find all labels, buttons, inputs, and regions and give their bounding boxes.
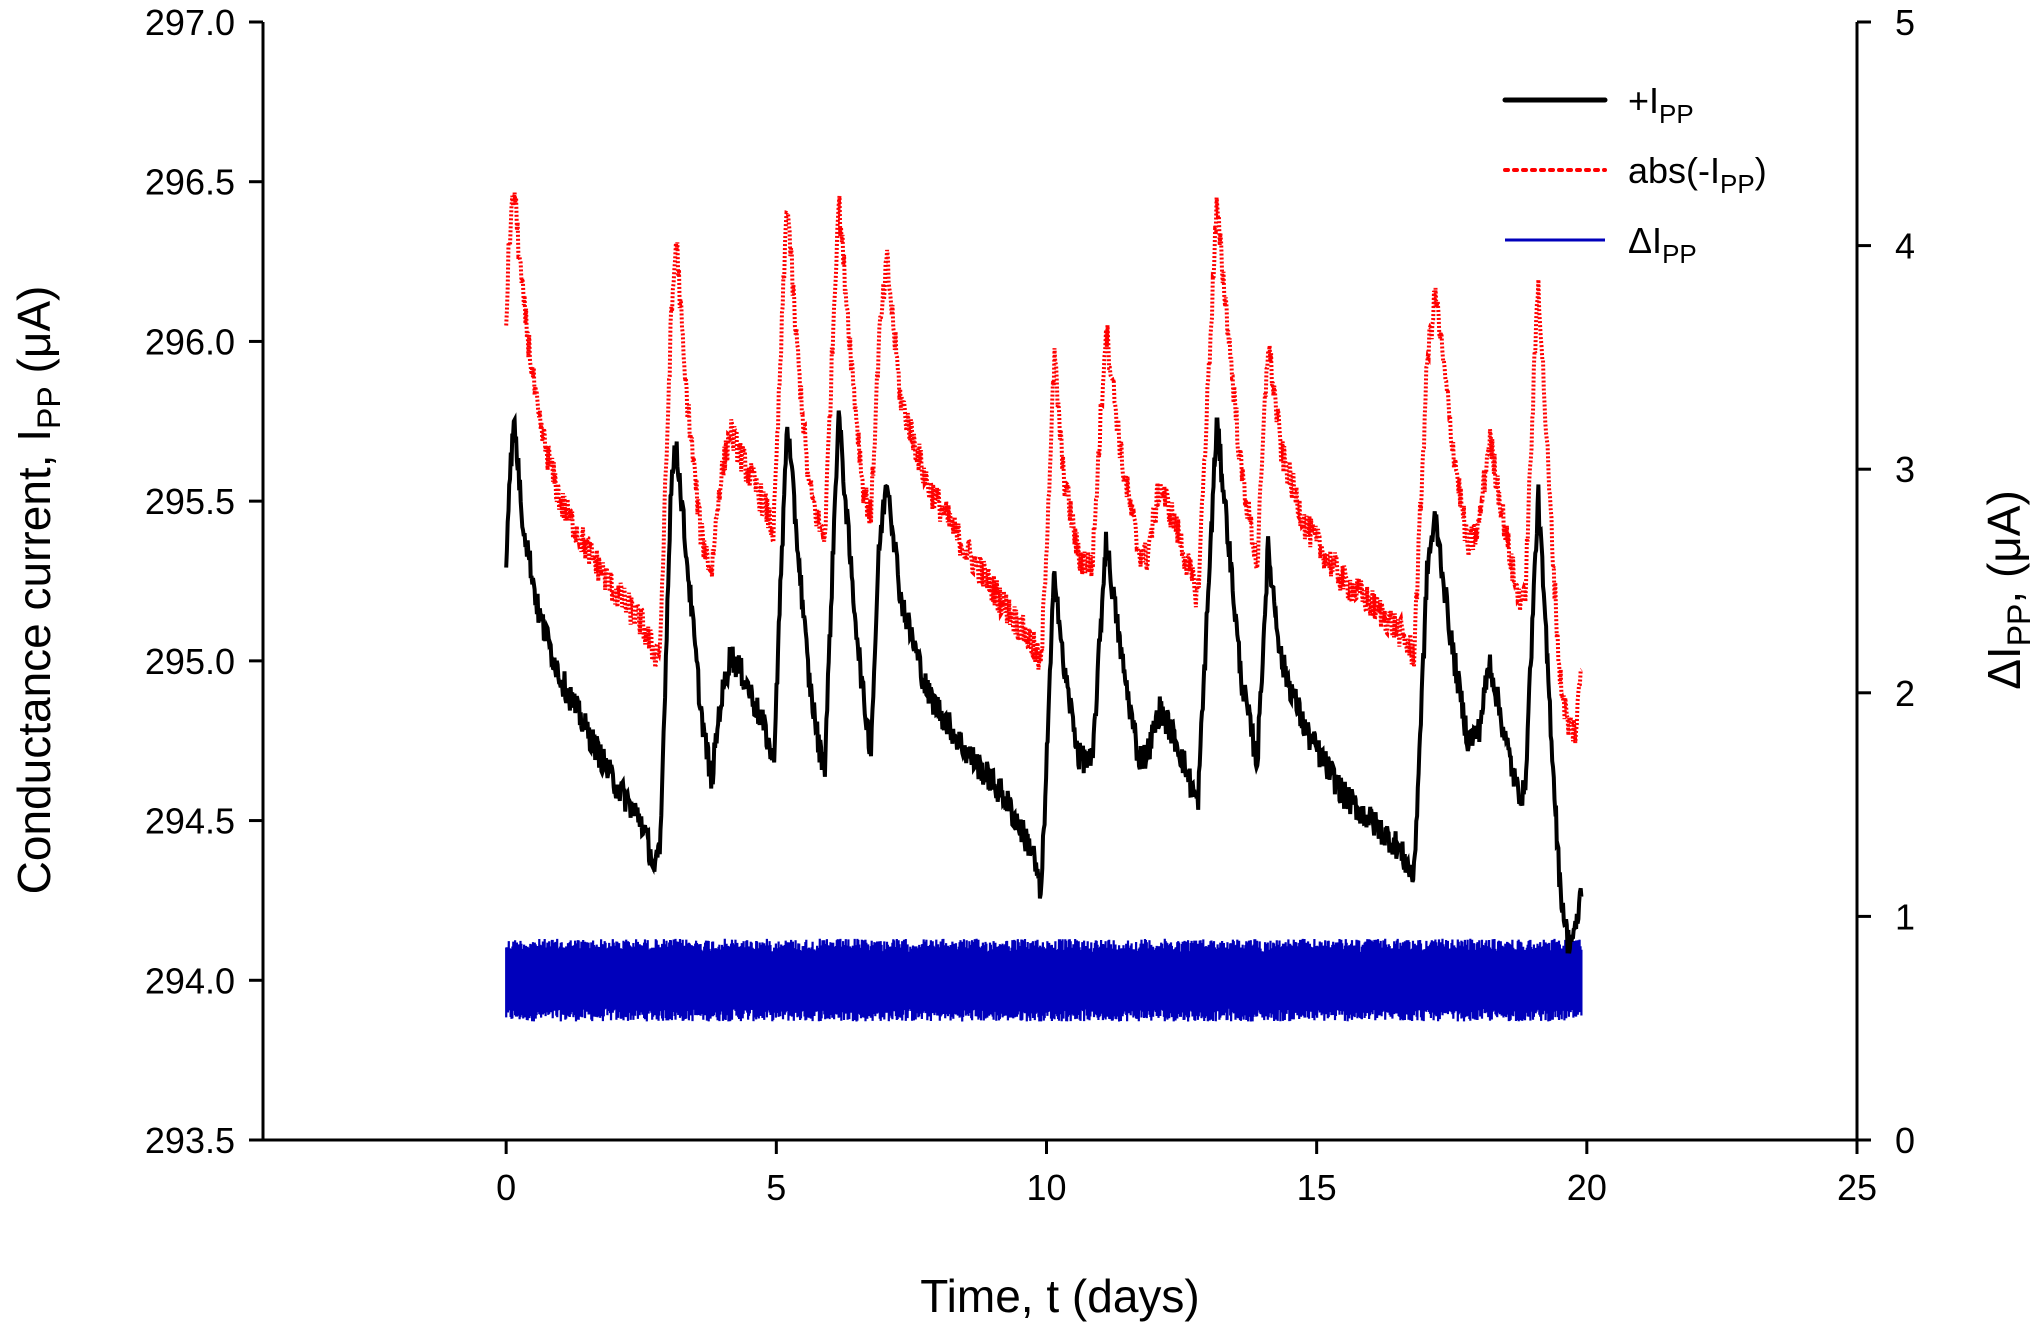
legend-label-abs-ipp: abs(-IPP)	[1628, 150, 1767, 199]
right-y-tick-label: 3	[1895, 449, 1915, 490]
left-axis-title-suffix: (μA)	[8, 286, 60, 387]
right-y-tick-label: 2	[1895, 673, 1915, 714]
x-tick-label: 25	[1837, 1167, 1877, 1208]
left-axis-title-prefix: Conductance current, I	[8, 429, 60, 894]
left-y-tick-label: 296.0	[145, 321, 235, 362]
left-y-tick-label: 296.5	[145, 162, 235, 203]
series-delta-ipp	[505, 938, 1583, 1022]
series-plus-ipp	[504, 410, 1584, 954]
left-y-tick-label: 295.0	[145, 641, 235, 682]
legend-label-plus-ipp-sub: PP	[1659, 99, 1694, 129]
legend-label-plus-ipp-name: +I	[1628, 80, 1659, 121]
plot-series	[504, 192, 1584, 1022]
x-axis-ticks: 0 5 10 15 20 25	[496, 1140, 1877, 1208]
left-y-tick-label: 294.5	[145, 801, 235, 842]
right-axis-title-suffix: , (μA)	[1978, 490, 2030, 603]
right-y-tick-label: 5	[1895, 2, 1915, 43]
right-y-tick-label: 4	[1895, 226, 1915, 267]
right-axis-title: ΔIPP, (μA)	[1978, 490, 2037, 690]
x-tick-label: 15	[1297, 1167, 1337, 1208]
x-axis-title: Time, t (days)	[920, 1270, 1199, 1322]
legend-label-abs-ipp-suffix: )	[1755, 150, 1767, 191]
plot-frame	[261, 22, 1859, 1142]
left-axis-title: Conductance current, IPP (μA)	[8, 286, 67, 895]
legend-label-delta-ipp-name: ΔI	[1628, 220, 1662, 261]
series-abs-ipp	[504, 192, 1583, 744]
x-tick-label: 5	[766, 1167, 786, 1208]
left-y-tick-label: 295.5	[145, 481, 235, 522]
x-tick-label: 0	[496, 1167, 516, 1208]
left-y-tick-label: 294.0	[145, 960, 235, 1001]
right-axis-title-sub: PP	[2001, 604, 2037, 647]
left-axis-ticks: 293.5 294.0 294.5 295.0 295.5 296.0 296.5 297.0	[145, 2, 263, 1161]
legend: +IPP abs(-IPP) ΔIPP	[1502, 80, 1767, 269]
right-y-tick-label: 1	[1895, 896, 1915, 937]
legend-label-plus-ipp: +IPP	[1628, 80, 1694, 129]
x-tick-label: 20	[1567, 1167, 1607, 1208]
right-axis-ticks: 0 1 2 3 4 5	[1857, 2, 1915, 1161]
left-y-tick-label: 293.5	[145, 1120, 235, 1161]
right-y-tick-label: 0	[1895, 1120, 1915, 1161]
x-tick-label: 10	[1026, 1167, 1066, 1208]
legend-label-delta-ipp: ΔIPP	[1628, 220, 1697, 269]
left-axis-title-sub: PP	[31, 386, 67, 429]
legend-label-delta-ipp-sub: PP	[1662, 239, 1697, 269]
legend-label-abs-ipp-sub: PP	[1720, 169, 1755, 199]
left-y-tick-label: 297.0	[145, 2, 235, 43]
legend-label-abs-ipp-name: abs(-I	[1628, 150, 1720, 191]
right-axis-title-prefix: ΔI	[1978, 646, 2030, 690]
